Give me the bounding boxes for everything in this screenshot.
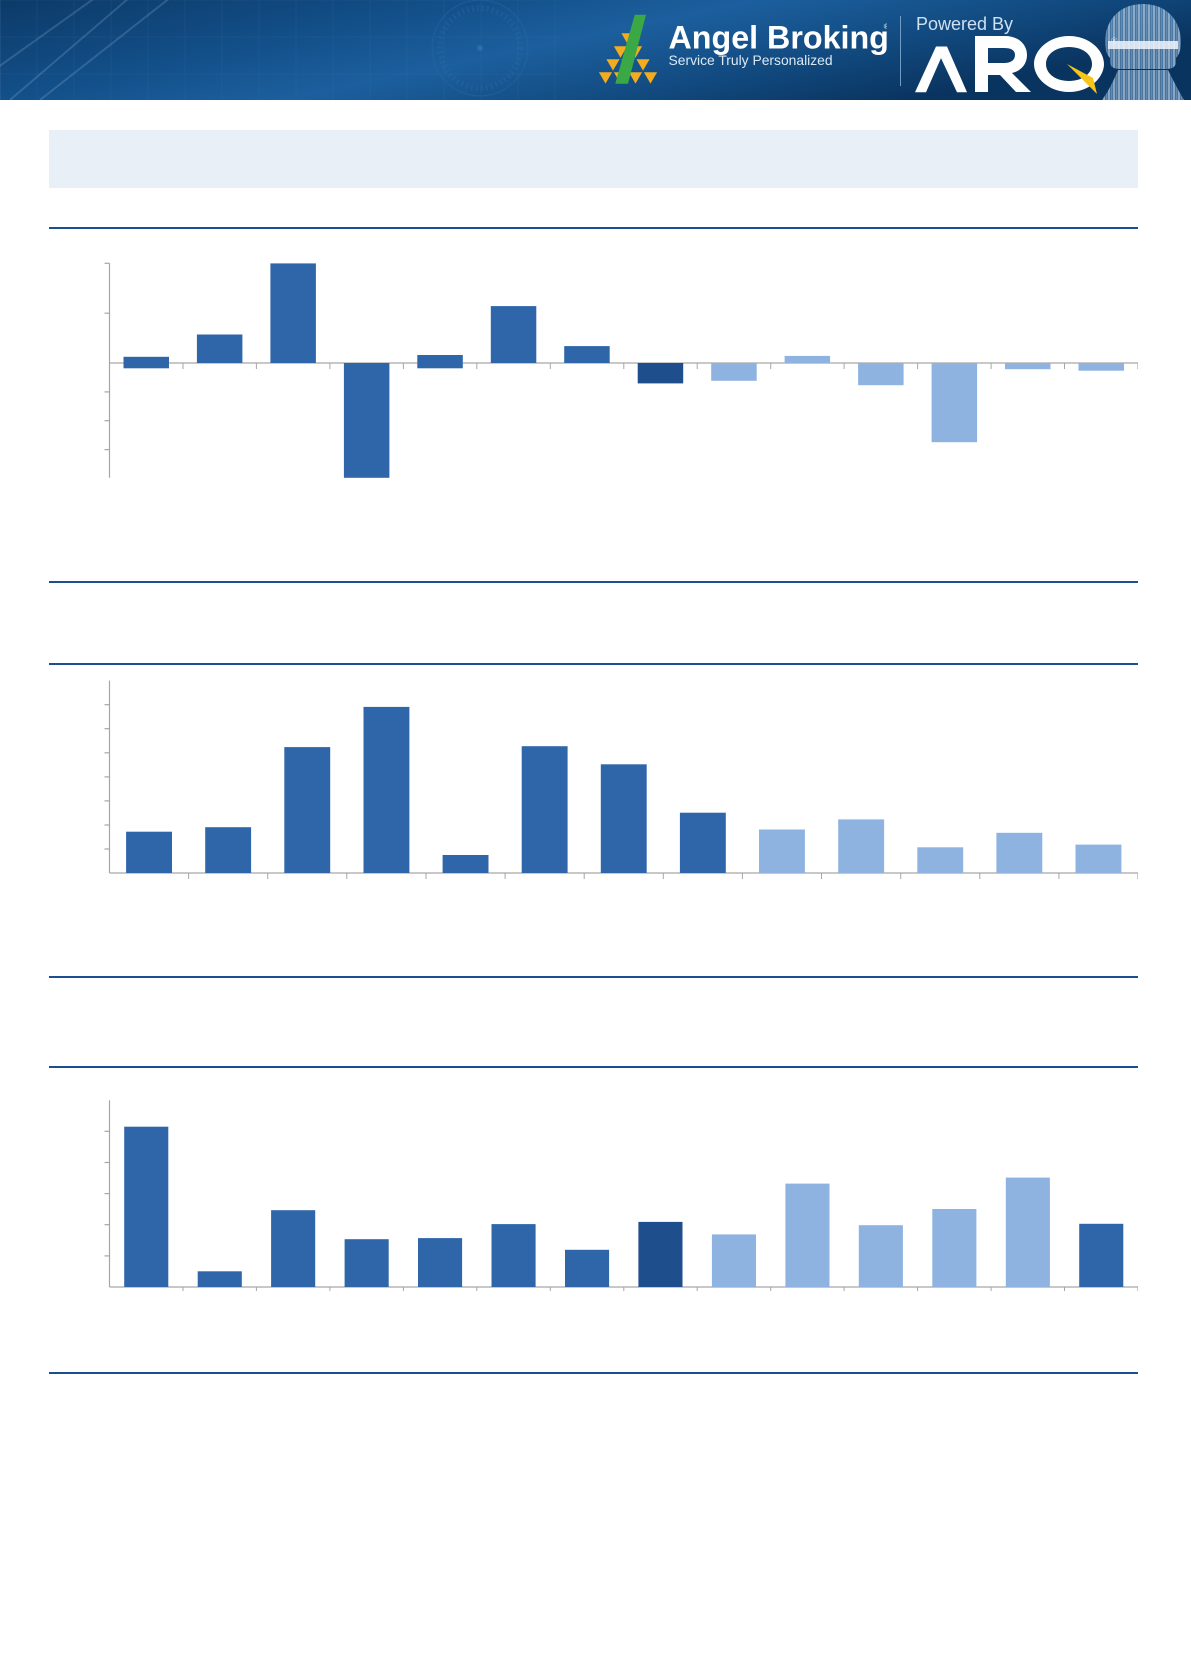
svg-text:®: ® <box>884 22 887 31</box>
svg-text:Powered By: Powered By <box>916 14 1013 34</box>
svg-text:Service Truly Personalized: Service Truly Personalized <box>669 52 833 68</box>
svg-text:Angel Broking: Angel Broking <box>669 20 888 56</box>
